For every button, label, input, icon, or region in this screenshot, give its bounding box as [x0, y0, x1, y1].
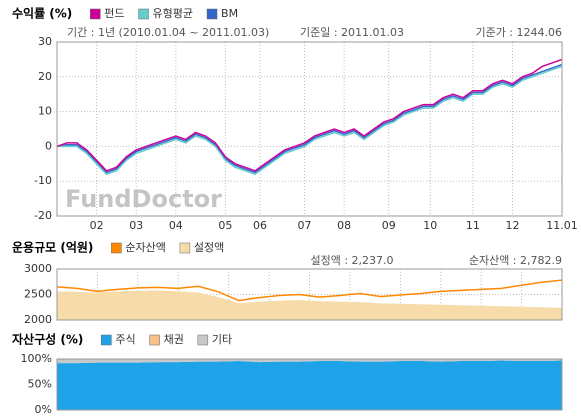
y-tick-label: 2000 [24, 313, 52, 326]
x-tick-label: 10 [423, 219, 437, 232]
y-tick-label: 50% [28, 378, 52, 391]
legend-label: 순자산액 [125, 241, 165, 254]
x-tick-label: 08 [337, 219, 351, 232]
y-tick-label: 100% [21, 352, 52, 365]
legend-swatch [111, 242, 122, 254]
legend-swatch [179, 242, 191, 254]
annotation: 순자산액 : 2,782.9 [469, 254, 562, 267]
line [56, 279, 563, 302]
y-tick-label: -10 [34, 174, 52, 187]
legend-label: 설정액 [194, 241, 224, 254]
x-tick-label: 11 [466, 219, 480, 232]
legend-label: 채권 [164, 333, 184, 346]
y-tick-label: 3000 [24, 262, 52, 275]
watermark: FundDoctor [65, 185, 222, 213]
line [57, 65, 563, 176]
legend-label: 펀드 [104, 7, 124, 20]
y-tick-label: 10 [38, 105, 52, 118]
stacked-area [57, 359, 562, 364]
legend-label: BM [221, 7, 238, 20]
stacked-area [57, 360, 562, 410]
annotation: 기준일 : 2011.01.03 [300, 25, 404, 39]
x-tick-label: 12 [505, 219, 519, 232]
x-tick-label: 09 [382, 219, 396, 232]
y-tick-label: 0% [35, 403, 52, 416]
legend-swatch [197, 334, 209, 346]
y-tick-label: 2500 [24, 288, 52, 301]
annotation: 기준가 : 1244.06 [475, 26, 562, 39]
plot-border [56, 358, 563, 411]
y-tick-label: 0 [45, 139, 52, 152]
legend-swatch [149, 334, 160, 346]
area [57, 290, 562, 320]
legend-label: 주식 [115, 333, 135, 346]
x-tick-label: 11.01 [546, 219, 578, 232]
x-tick-label: 02 [90, 219, 104, 232]
x-tick-label: 05 [218, 219, 232, 232]
line [56, 63, 563, 174]
legend-label: 유형평균 [153, 7, 193, 20]
y-tick-label: 30 [38, 35, 52, 48]
plot-border [56, 268, 563, 321]
x-tick-label: 03 [129, 219, 143, 232]
line [56, 58, 563, 172]
x-tick-label: 06 [253, 219, 267, 232]
chart-title: 수익률 (%) [12, 7, 72, 21]
x-tick-label: 04 [169, 219, 183, 232]
x-tick-label: 07 [298, 219, 312, 232]
plot-border [56, 41, 563, 217]
plot-area [57, 42, 562, 216]
y-tick-label: 20 [38, 70, 52, 83]
annotation: 설정액 : 2,237.0 [310, 254, 393, 267]
legend-label: 기타 [212, 333, 232, 346]
chart-title: 운용규모 (억원) [12, 240, 93, 255]
legend-swatch [206, 8, 218, 20]
annotation: 기간 : 1년 (2010.01.04 ~ 2011.01.03) [67, 26, 269, 39]
legend-swatch [138, 8, 149, 20]
chart-title: 자산구성 (%) [12, 332, 83, 347]
y-tick-label: -20 [34, 209, 52, 222]
legend-swatch [90, 8, 101, 20]
legend-swatch [101, 334, 112, 346]
